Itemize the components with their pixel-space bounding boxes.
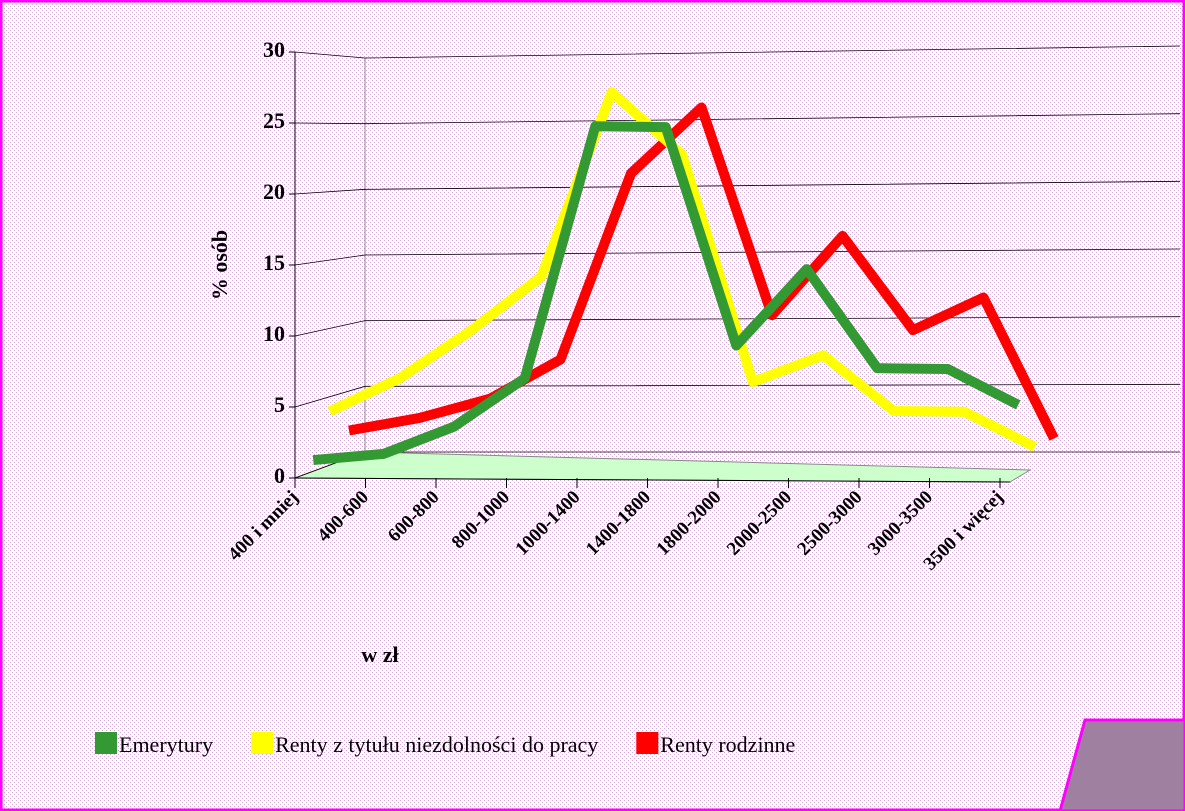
y-tick-label: 25: [263, 108, 285, 133]
y-tick-label: 5: [274, 392, 285, 417]
legend-label: Renty z tytułu niezdolności do pracy: [275, 732, 598, 757]
legend-swatch: [636, 732, 658, 754]
y-axis-title: % osób: [207, 230, 232, 300]
legend-label: Renty rodzinne: [660, 732, 795, 757]
y-tick-label: 15: [263, 250, 285, 275]
legend: Emerytury Renty z tytułu niezdolności do …: [95, 732, 795, 757]
y-tick-label: 20: [263, 179, 285, 204]
x-axis-title: w zł: [361, 642, 398, 667]
legend-swatch: [251, 732, 273, 754]
legend-swatch: [95, 732, 117, 754]
y-tick-label: 10: [263, 321, 285, 346]
y-tick-label: 30: [263, 37, 285, 62]
legend-label: Emerytury: [119, 732, 213, 757]
y-tick-label: 0: [274, 463, 285, 488]
chart: % osób w zł Emerytury Renty z tytułu niez…: [0, 0, 1185, 811]
